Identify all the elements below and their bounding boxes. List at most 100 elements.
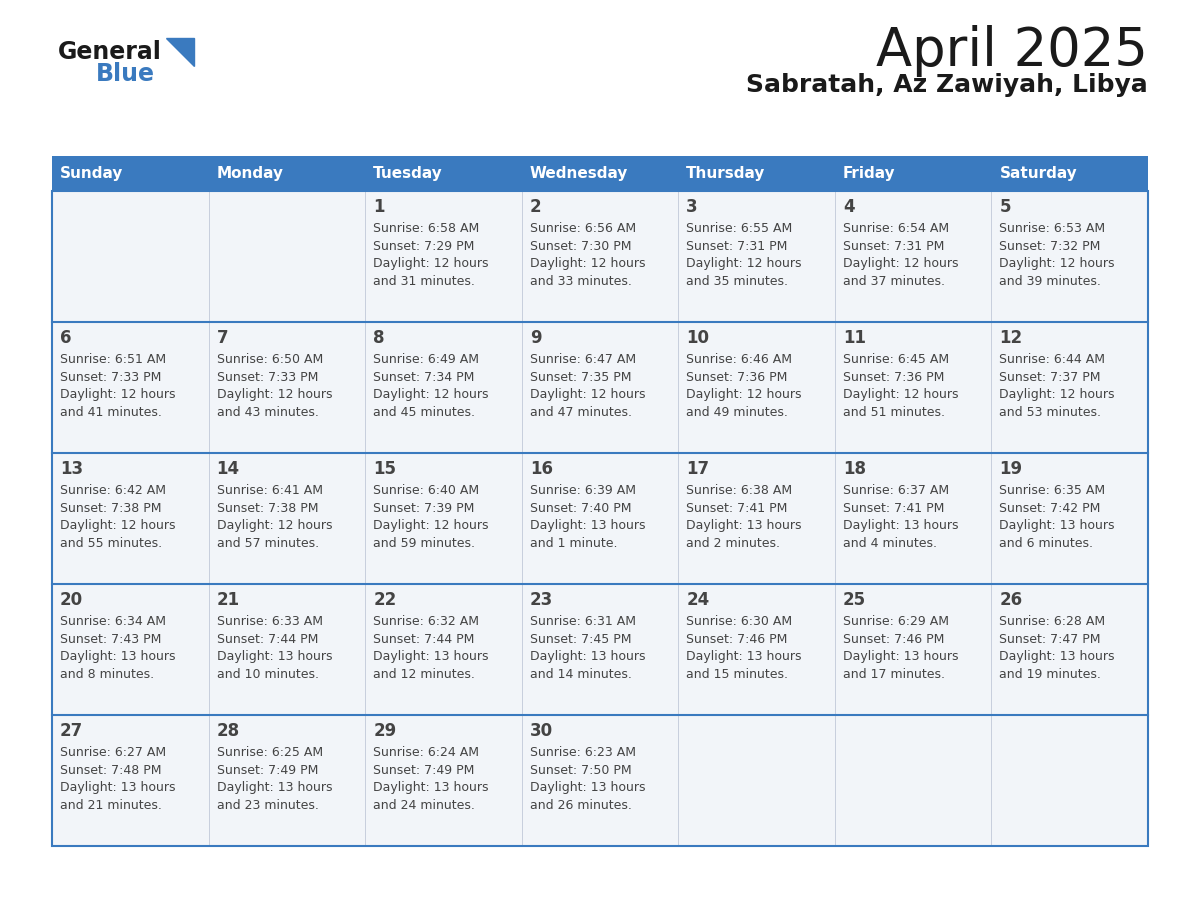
Text: Sunrise: 6:50 AM: Sunrise: 6:50 AM [216, 353, 323, 366]
Text: Sunrise: 6:44 AM: Sunrise: 6:44 AM [999, 353, 1105, 366]
Text: and 17 minutes.: and 17 minutes. [842, 667, 944, 681]
Polygon shape [166, 38, 194, 66]
Text: Sunset: 7:38 PM: Sunset: 7:38 PM [216, 501, 318, 515]
Text: Sunset: 7:36 PM: Sunset: 7:36 PM [842, 371, 944, 384]
Text: Sunrise: 6:34 AM: Sunrise: 6:34 AM [61, 615, 166, 628]
Bar [209, 453, 365, 584]
Text: Sunrise: 6:29 AM: Sunrise: 6:29 AM [842, 615, 949, 628]
Bar [209, 584, 365, 715]
Bar [835, 453, 992, 584]
Bar [522, 584, 678, 715]
Text: Sunrise: 6:30 AM: Sunrise: 6:30 AM [687, 615, 792, 628]
Text: Sunset: 7:35 PM: Sunset: 7:35 PM [530, 371, 631, 384]
Text: Blue: Blue [96, 62, 154, 86]
Bar [835, 322, 992, 453]
Bar [522, 322, 678, 453]
Text: Sunrise: 6:42 AM: Sunrise: 6:42 AM [61, 484, 166, 497]
Text: Sunset: 7:36 PM: Sunset: 7:36 PM [687, 371, 788, 384]
Text: and 53 minutes.: and 53 minutes. [999, 406, 1101, 419]
Text: Sunset: 7:46 PM: Sunset: 7:46 PM [842, 633, 944, 645]
Text: and 41 minutes.: and 41 minutes. [61, 406, 162, 419]
Bar [365, 453, 522, 584]
Text: Sunset: 7:38 PM: Sunset: 7:38 PM [61, 501, 162, 515]
Text: and 37 minutes.: and 37 minutes. [842, 274, 944, 288]
Text: Sunrise: 6:27 AM: Sunrise: 6:27 AM [61, 746, 166, 759]
Text: Tuesday: Tuesday [373, 166, 443, 181]
Text: Sunrise: 6:28 AM: Sunrise: 6:28 AM [999, 615, 1106, 628]
Text: and 23 minutes.: and 23 minutes. [216, 799, 318, 812]
Bar [835, 715, 992, 846]
Text: 4: 4 [842, 198, 854, 216]
Bar [992, 715, 1148, 846]
Text: Daylight: 12 hours: Daylight: 12 hours [999, 388, 1114, 401]
Text: Sunrise: 6:39 AM: Sunrise: 6:39 AM [530, 484, 636, 497]
Text: and 35 minutes.: and 35 minutes. [687, 274, 789, 288]
Text: Sunrise: 6:33 AM: Sunrise: 6:33 AM [216, 615, 323, 628]
Text: Sunrise: 6:55 AM: Sunrise: 6:55 AM [687, 222, 792, 235]
Text: Sunset: 7:49 PM: Sunset: 7:49 PM [216, 764, 318, 777]
Text: and 57 minutes.: and 57 minutes. [216, 537, 318, 550]
Bar [52, 453, 209, 584]
Text: Sunset: 7:44 PM: Sunset: 7:44 PM [373, 633, 474, 645]
Bar [678, 715, 835, 846]
Text: Sunrise: 6:38 AM: Sunrise: 6:38 AM [687, 484, 792, 497]
Text: 7: 7 [216, 329, 228, 347]
Text: and 59 minutes.: and 59 minutes. [373, 537, 475, 550]
Text: 19: 19 [999, 460, 1023, 478]
Text: 11: 11 [842, 329, 866, 347]
Text: 1: 1 [373, 198, 385, 216]
Text: and 33 minutes.: and 33 minutes. [530, 274, 632, 288]
Text: and 15 minutes.: and 15 minutes. [687, 667, 789, 681]
Text: Sunrise: 6:40 AM: Sunrise: 6:40 AM [373, 484, 479, 497]
Text: Daylight: 13 hours: Daylight: 13 hours [530, 650, 645, 663]
Text: Daylight: 12 hours: Daylight: 12 hours [373, 257, 488, 270]
Text: Sunrise: 6:51 AM: Sunrise: 6:51 AM [61, 353, 166, 366]
Text: and 51 minutes.: and 51 minutes. [842, 406, 944, 419]
Bar [365, 322, 522, 453]
Text: Sunset: 7:32 PM: Sunset: 7:32 PM [999, 240, 1101, 252]
Text: 3: 3 [687, 198, 697, 216]
Text: Sunrise: 6:56 AM: Sunrise: 6:56 AM [530, 222, 636, 235]
Bar [678, 322, 835, 453]
Text: 23: 23 [530, 591, 552, 609]
Bar [522, 715, 678, 846]
Text: Sunset: 7:41 PM: Sunset: 7:41 PM [687, 501, 788, 515]
Text: Daylight: 12 hours: Daylight: 12 hours [530, 257, 645, 270]
Text: Daylight: 13 hours: Daylight: 13 hours [216, 650, 333, 663]
Text: Sunset: 7:45 PM: Sunset: 7:45 PM [530, 633, 631, 645]
Text: Daylight: 12 hours: Daylight: 12 hours [687, 257, 802, 270]
Text: Sunset: 7:33 PM: Sunset: 7:33 PM [61, 371, 162, 384]
Bar [678, 191, 835, 322]
Text: Daylight: 13 hours: Daylight: 13 hours [61, 781, 176, 794]
Text: and 26 minutes.: and 26 minutes. [530, 799, 632, 812]
Text: Sunset: 7:40 PM: Sunset: 7:40 PM [530, 501, 631, 515]
Text: 5: 5 [999, 198, 1011, 216]
Text: 18: 18 [842, 460, 866, 478]
Text: Daylight: 13 hours: Daylight: 13 hours [61, 650, 176, 663]
Text: Daylight: 12 hours: Daylight: 12 hours [373, 388, 488, 401]
Bar [52, 322, 209, 453]
Text: and 19 minutes.: and 19 minutes. [999, 667, 1101, 681]
Text: General: General [58, 40, 162, 64]
Text: and 55 minutes.: and 55 minutes. [61, 537, 162, 550]
Bar [52, 191, 1148, 846]
Text: Saturday: Saturday [999, 166, 1078, 181]
Text: Sunrise: 6:47 AM: Sunrise: 6:47 AM [530, 353, 636, 366]
Text: 12: 12 [999, 329, 1023, 347]
Text: Sunset: 7:43 PM: Sunset: 7:43 PM [61, 633, 162, 645]
Text: 26: 26 [999, 591, 1023, 609]
Text: Daylight: 12 hours: Daylight: 12 hours [687, 388, 802, 401]
Text: Daylight: 13 hours: Daylight: 13 hours [530, 520, 645, 532]
Bar [52, 156, 1148, 191]
Text: Sunrise: 6:37 AM: Sunrise: 6:37 AM [842, 484, 949, 497]
Text: Daylight: 13 hours: Daylight: 13 hours [373, 781, 488, 794]
Text: and 49 minutes.: and 49 minutes. [687, 406, 788, 419]
Text: Sunset: 7:33 PM: Sunset: 7:33 PM [216, 371, 318, 384]
Text: Sunrise: 6:49 AM: Sunrise: 6:49 AM [373, 353, 479, 366]
Text: Sunrise: 6:54 AM: Sunrise: 6:54 AM [842, 222, 949, 235]
Text: Daylight: 13 hours: Daylight: 13 hours [687, 520, 802, 532]
Text: Sunset: 7:47 PM: Sunset: 7:47 PM [999, 633, 1101, 645]
Text: Daylight: 12 hours: Daylight: 12 hours [530, 388, 645, 401]
Text: and 2 minutes.: and 2 minutes. [687, 537, 781, 550]
Text: 16: 16 [530, 460, 552, 478]
